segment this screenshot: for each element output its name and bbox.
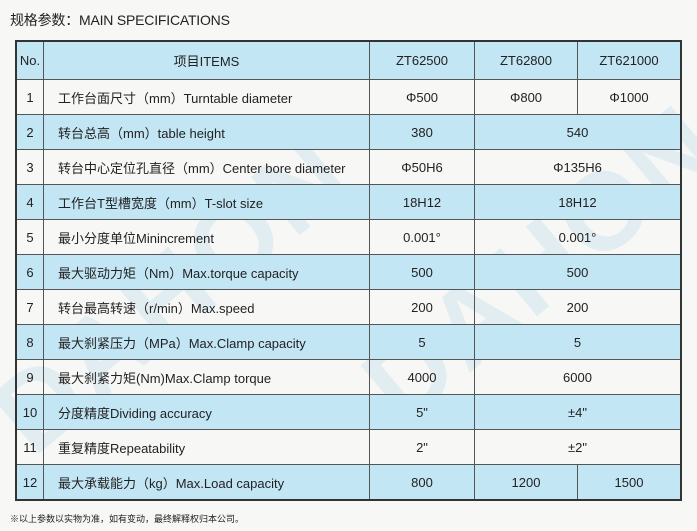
table-row: 11 重复精度Repeatability 2" ±2" bbox=[15, 429, 682, 465]
table-row: 7 转台最高转速（r/min）Max.speed 200 200 bbox=[15, 289, 682, 325]
row-item: 工作台T型槽宽度（mm）T-slot size bbox=[43, 184, 370, 220]
row-value: 18H12 bbox=[474, 184, 682, 220]
row-value: Φ500 bbox=[369, 79, 475, 115]
header-items: 项目ITEMS bbox=[43, 40, 370, 80]
header-model: ZT621000 bbox=[577, 40, 682, 80]
page-title: 规格参数：MAIN SPECIFICATIONS bbox=[10, 12, 230, 28]
row-number: 11 bbox=[15, 429, 44, 465]
row-value: 380 bbox=[369, 114, 475, 150]
row-value: Φ135H6 bbox=[474, 149, 682, 185]
row-value: 6000 bbox=[474, 359, 682, 395]
row-value: 0.001° bbox=[474, 219, 682, 255]
table-row: 8 最大刹紧压力（MPa）Max.Clamp capacity 5 5 bbox=[15, 324, 682, 360]
row-number: 10 bbox=[15, 394, 44, 430]
header-model: ZT62500 bbox=[369, 40, 475, 80]
row-number: 2 bbox=[15, 114, 44, 150]
row-value: 200 bbox=[369, 289, 475, 325]
row-number: 9 bbox=[15, 359, 44, 395]
row-value: Φ1000 bbox=[577, 79, 682, 115]
row-number: 12 bbox=[15, 464, 44, 501]
table-row: 6 最大驱动力矩（Nm）Max.torque capacity 500 500 bbox=[15, 254, 682, 290]
row-number: 7 bbox=[15, 289, 44, 325]
row-item: 最大驱动力矩（Nm）Max.torque capacity bbox=[43, 254, 370, 290]
specifications-table: No. 项目ITEMS ZT62500 ZT62800 ZT621000 1 工作… bbox=[15, 40, 682, 501]
table-row: 9 最大刹紧力矩(Nm)Max.Clamp torque 4000 6000 bbox=[15, 359, 682, 395]
row-item: 转台中心定位孔直径（mm）Center bore diameter bbox=[43, 149, 370, 185]
table-row: 2 转台总高（mm）table height 380 540 bbox=[15, 114, 682, 150]
row-value: 500 bbox=[369, 254, 475, 290]
header-no: No. bbox=[15, 40, 44, 80]
row-number: 4 bbox=[15, 184, 44, 220]
table-row: 10 分度精度Dividing accuracy 5" ±4" bbox=[15, 394, 682, 430]
table-header-row: No. 项目ITEMS ZT62500 ZT62800 ZT621000 bbox=[15, 40, 682, 80]
row-item: 转台最高转速（r/min）Max.speed bbox=[43, 289, 370, 325]
row-item: 转台总高（mm）table height bbox=[43, 114, 370, 150]
row-value: 4000 bbox=[369, 359, 475, 395]
row-item: 最大承载能力（kg）Max.Load capacity bbox=[43, 464, 370, 501]
header-model: ZT62800 bbox=[474, 40, 578, 80]
row-item: 分度精度Dividing accuracy bbox=[43, 394, 370, 430]
row-item: 重复精度Repeatability bbox=[43, 429, 370, 465]
footnote: ※以上参数以实物为准，如有变动，最终解释权归本公司。 bbox=[10, 514, 245, 524]
row-number: 5 bbox=[15, 219, 44, 255]
row-value: 1500 bbox=[577, 464, 682, 501]
row-value: Φ800 bbox=[474, 79, 578, 115]
row-value: ±4" bbox=[474, 394, 682, 430]
row-value: 500 bbox=[474, 254, 682, 290]
row-value: 800 bbox=[369, 464, 475, 501]
row-item: 最大刹紧力矩(Nm)Max.Clamp torque bbox=[43, 359, 370, 395]
row-item: 最小分度单位Minincrement bbox=[43, 219, 370, 255]
row-value: ±2" bbox=[474, 429, 682, 465]
row-item: 工作台面尺寸（mm）Turntable diameter bbox=[43, 79, 370, 115]
row-number: 6 bbox=[15, 254, 44, 290]
table-row: 1 工作台面尺寸（mm）Turntable diameter Φ500 Φ800 Φ10… bbox=[15, 79, 682, 115]
row-value: Φ50H6 bbox=[369, 149, 475, 185]
table-row: 12 最大承载能力（kg）Max.Load capacity 800 1200 1500 bbox=[15, 464, 682, 501]
row-value: 5" bbox=[369, 394, 475, 430]
row-value: 200 bbox=[474, 289, 682, 325]
row-value: 1200 bbox=[474, 464, 578, 501]
table-row: 3 转台中心定位孔直径（mm）Center bore diameter Φ50H6 Φ… bbox=[15, 149, 682, 185]
row-item: 最大刹紧压力（MPa）Max.Clamp capacity bbox=[43, 324, 370, 360]
row-value: 0.001° bbox=[369, 219, 475, 255]
row-value: 18H12 bbox=[369, 184, 475, 220]
row-value: 540 bbox=[474, 114, 682, 150]
row-value: 2" bbox=[369, 429, 475, 465]
row-number: 3 bbox=[15, 149, 44, 185]
row-number: 8 bbox=[15, 324, 44, 360]
row-value: 5 bbox=[474, 324, 682, 360]
row-number: 1 bbox=[15, 79, 44, 115]
table-row: 4 工作台T型槽宽度（mm）T-slot size 18H12 18H12 bbox=[15, 184, 682, 220]
table-row: 5 最小分度单位Minincrement 0.001° 0.001° bbox=[15, 219, 682, 255]
row-value: 5 bbox=[369, 324, 475, 360]
